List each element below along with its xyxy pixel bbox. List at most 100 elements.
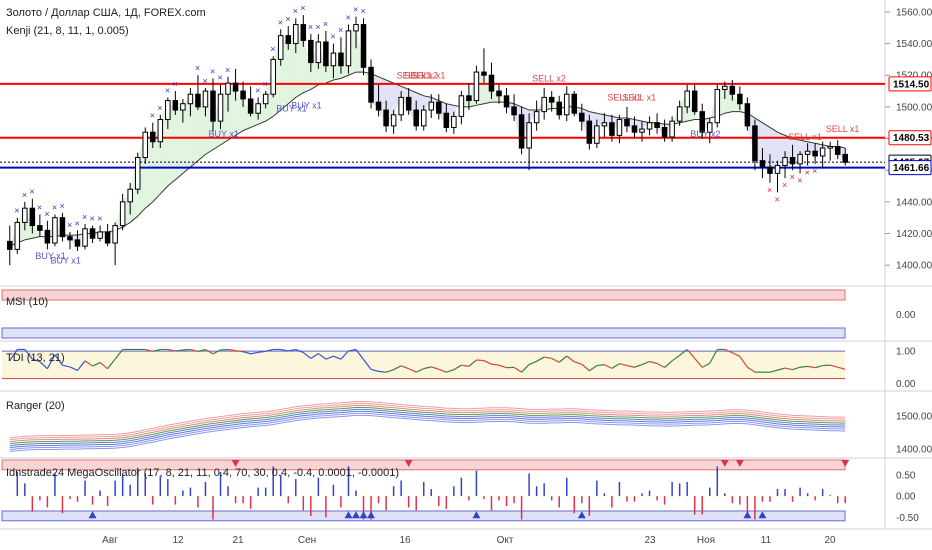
candle-body — [44, 229, 51, 244]
tdi-line-segment — [649, 360, 658, 365]
candle-body — [420, 109, 427, 127]
tdi-line-segment — [837, 366, 846, 370]
price-tag-label: 1480.53 — [893, 133, 930, 144]
kenji-cloud-segment — [559, 94, 567, 115]
buy-signal-label: BUY x1 — [291, 100, 321, 110]
x-axis-label: Окт — [497, 535, 514, 546]
x-signal-mark: × — [255, 85, 260, 95]
ranger-band-line — [9, 408, 846, 447]
tdi-line-segment — [114, 349, 124, 360]
candle-body — [375, 101, 382, 111]
x-signal-mark: × — [97, 214, 102, 224]
x-signal-mark: × — [330, 32, 335, 42]
kenji-cloud-segment — [228, 83, 236, 141]
tdi-line-segment — [544, 356, 552, 360]
candle-body — [22, 207, 28, 223]
tdi-line-segment — [701, 362, 711, 368]
y-tick-label: 1560.00 — [896, 7, 932, 18]
tdi-line-segment — [588, 365, 598, 372]
candle-body — [172, 100, 179, 111]
tdi-line-segment — [175, 349, 183, 352]
candle-body — [473, 71, 480, 102]
candle-body — [29, 207, 36, 227]
sell-signal-label: SELL x1 — [622, 93, 656, 103]
tdi-line-segment — [378, 370, 387, 373]
candle-body — [330, 52, 337, 67]
tdi-line-segment — [581, 363, 590, 372]
buy-signal-label: BUY x1 — [209, 129, 239, 139]
candle-body — [639, 128, 645, 133]
x-signal-mark: × — [285, 14, 290, 24]
y-tick-label: 1520.00 — [896, 71, 932, 82]
mega-sell-triangle — [404, 459, 413, 467]
candle-body — [82, 228, 88, 247]
tdi-line-segment — [784, 367, 793, 371]
x-signal-mark: × — [263, 79, 268, 89]
ranger-band-line — [9, 414, 846, 452]
candle-body — [134, 157, 141, 190]
tdi-line-segment — [393, 365, 402, 371]
x-signal-mark: × — [44, 209, 49, 219]
tdi-line-segment — [152, 348, 161, 352]
x-signal-mark: × — [165, 85, 170, 95]
candle-body — [646, 122, 653, 130]
x-signal-mark: × — [225, 65, 230, 75]
tdi-line-segment — [476, 359, 485, 362]
kenji-indicator-label: Kenji (21, 8, 11, 1, 0.005) — [6, 25, 129, 37]
candle-body — [308, 39, 314, 64]
msi-label: MSI (10) — [6, 296, 48, 308]
tdi-line-segment — [205, 348, 214, 355]
candle-body — [262, 93, 269, 105]
tdi-line-segment — [423, 366, 432, 370]
candle-body — [511, 106, 517, 116]
x-signal-mark: × — [300, 3, 305, 13]
candle-body — [616, 119, 623, 136]
candle-body — [338, 52, 344, 67]
kenji-cloud-segment — [769, 127, 778, 174]
candle-body — [97, 231, 103, 239]
kenji-cloud-segment — [243, 98, 251, 131]
mega-buy-triangle — [758, 511, 767, 519]
kenji-line — [9, 71, 846, 247]
chart-title: Золото / Доллар США, 1Д, FOREX.com — [6, 7, 206, 19]
candle-body — [684, 90, 690, 108]
sell-signal-label: SELL x2 — [404, 70, 438, 80]
x-signal-mark: × — [315, 22, 320, 32]
tdi-line-segment — [408, 368, 417, 373]
kenji-cloud-segment — [732, 94, 740, 112]
x-signal-mark: × — [338, 25, 343, 35]
x-signal-mark: × — [361, 6, 366, 16]
tdi-line-segment — [807, 365, 816, 369]
tdi-line-segment — [325, 355, 334, 360]
tdi-line-segment — [453, 364, 462, 371]
x-signal-mark-bear: × — [774, 194, 779, 204]
candle-body — [714, 88, 721, 124]
y-tick-label: 1420.00 — [896, 229, 932, 240]
candle-body — [804, 150, 811, 155]
candle-body — [466, 95, 472, 102]
tdi-line-segment — [732, 352, 741, 357]
mega-buy-triangle — [344, 511, 353, 519]
tdi-line-segment — [318, 353, 327, 360]
candle-body — [563, 93, 570, 116]
tdi-y-tick: 0.00 — [896, 379, 916, 390]
tdi-line-segment — [54, 354, 63, 366]
mega-y-tick: 0.00 — [896, 492, 916, 503]
x-signal-mark: × — [218, 73, 223, 83]
x-signal-mark: × — [59, 201, 64, 211]
candle-body — [74, 239, 81, 247]
x-axis-label: Сен — [298, 535, 316, 546]
x-signal-mark-bear: × — [767, 185, 772, 195]
candle-body — [526, 122, 532, 149]
candle-body — [67, 236, 73, 241]
tdi-line-segment — [536, 356, 545, 362]
mega-y-tick: 0.50 — [896, 470, 916, 481]
tdi-line-segment — [686, 349, 696, 359]
candle-body — [210, 90, 216, 122]
candle-body — [458, 95, 465, 117]
candle-body — [548, 96, 555, 103]
price-tag-box — [888, 160, 932, 176]
kenji-cloud-segment — [483, 75, 492, 104]
